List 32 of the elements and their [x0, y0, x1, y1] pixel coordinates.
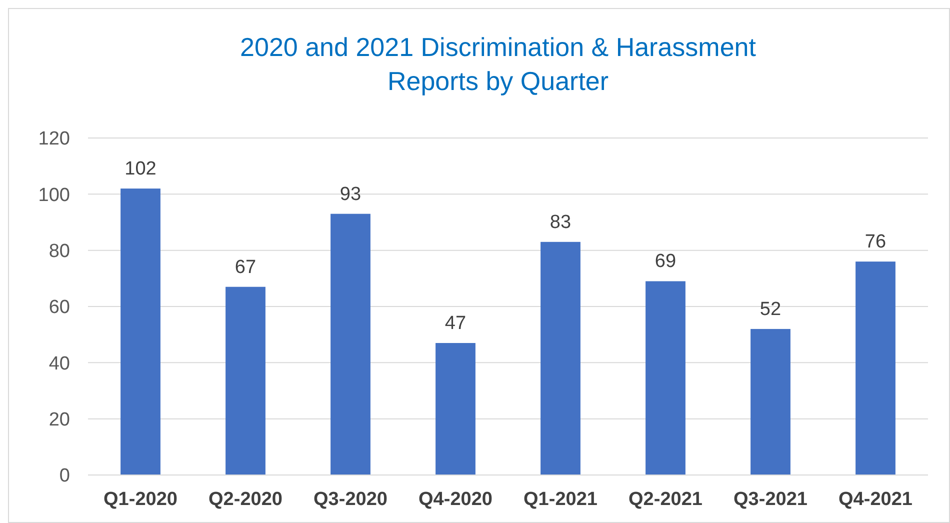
x-tick-label: Q1-2021 [524, 489, 598, 510]
data-label: 47 [444, 313, 466, 334]
bar [540, 242, 580, 475]
chart-title: 2020 and 2021 Discrimination & Harassment Reports by Quarter [240, 32, 757, 96]
data-label: 69 [654, 251, 676, 272]
bar [436, 343, 476, 475]
x-tick-label: Q4-2021 [838, 489, 913, 510]
bar [856, 262, 896, 475]
data-label: 93 [340, 184, 362, 205]
y-tick-label: 120 [38, 128, 70, 150]
y-tick-label: 20 [48, 409, 70, 430]
y-tick-label: 0 [59, 466, 70, 487]
bar [330, 214, 370, 475]
data-label: 67 [234, 256, 256, 278]
x-tick-label: Q1-2020 [104, 489, 178, 510]
x-tick-label: Q4-2020 [418, 489, 492, 510]
x-tick-label: Q2-2020 [208, 489, 282, 510]
y-tick-label: 100 [38, 184, 70, 206]
data-label: 102 [124, 158, 156, 180]
bar [120, 188, 160, 475]
data-label: 76 [864, 232, 886, 253]
bar [226, 286, 266, 475]
data-label: 52 [760, 298, 782, 320]
y-tick-label: 60 [48, 297, 70, 318]
bar [750, 328, 790, 475]
y-tick-label: 80 [48, 240, 70, 262]
x-tick-label: Q2-2021 [628, 489, 703, 510]
x-tick-label: Q3-2020 [314, 489, 388, 510]
bar [646, 281, 686, 475]
data-label: 83 [550, 212, 572, 233]
y-tick-label: 40 [48, 353, 70, 374]
x-tick-label: Q3-2021 [734, 489, 808, 510]
